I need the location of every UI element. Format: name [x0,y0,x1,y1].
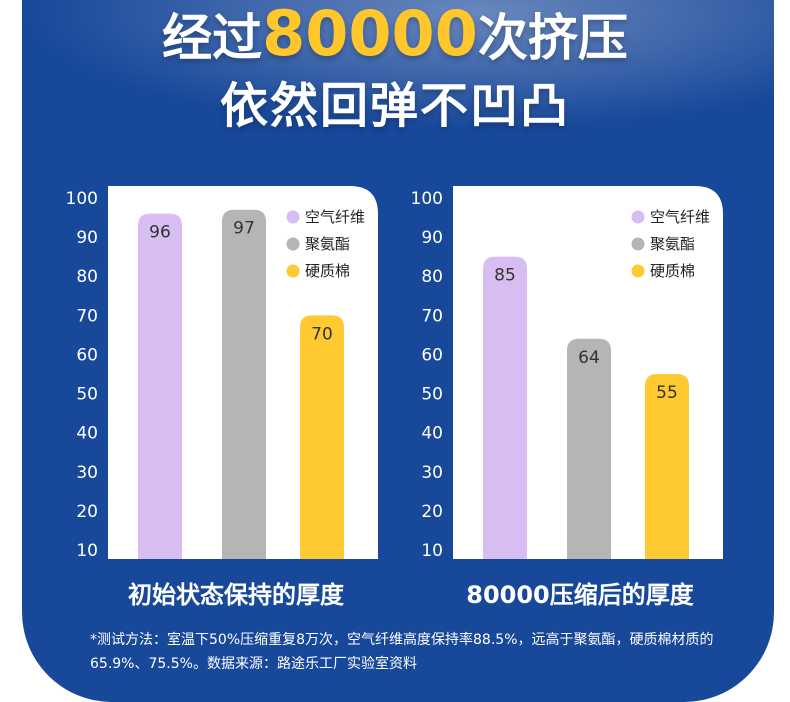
bar-2 [222,209,266,559]
y-tick-label: 80 [421,267,443,287]
bar-3 [645,374,689,559]
y-tick-label: 30 [421,463,443,483]
legend-swatch [631,210,645,224]
y-tick-label: 20 [421,502,443,522]
y-tick-label: 80 [76,267,98,287]
legend-swatch [286,237,300,251]
legend-label: 硬质棉 [650,262,695,280]
y-tick-label: 90 [76,228,98,248]
chart-right-caption: 80000压缩后的厚度 [466,581,694,609]
y-tick-label: 20 [76,502,98,522]
legend-label: 聚氨酯 [305,235,350,253]
legend-swatch [286,264,300,278]
legend-label: 空气纤维 [650,208,710,226]
y-tick-label: 30 [76,463,98,483]
header-glow [22,0,774,130]
chart-left-caption: 初始状态保持的厚度 [128,581,344,609]
y-tick-label: 60 [421,345,443,365]
data-label: 55 [656,383,678,403]
bar-1 [483,256,527,559]
y-tick-label: 40 [76,424,98,444]
headline-line-2: 依然回弹不凹凸 [219,78,570,134]
legend-swatch [631,264,645,278]
y-tick-label: 70 [76,306,98,326]
bar-2 [567,338,611,559]
y-tick-label: 10 [421,541,443,561]
y-tick-label: 90 [421,228,443,248]
legend-label: 空气纤维 [305,208,365,226]
y-tick-label: 50 [421,385,443,405]
footnote: *测试方法：室温下50%压缩重复8万次，空气纤维高度保持率88.5%，远高于聚氨… [90,632,714,672]
bar-3 [300,315,344,559]
y-tick-label: 50 [76,385,98,405]
data-label: 70 [311,324,333,344]
data-label: 97 [233,219,255,239]
headline-line-1: 经过80000次挤压 [0,3,790,68]
legend-swatch [286,210,300,224]
data-label: 64 [578,348,600,368]
legend-label: 聚氨酯 [650,235,695,253]
y-tick-label: 40 [421,424,443,444]
y-tick-label: 100 [66,189,98,209]
y-tick-label: 10 [76,541,98,561]
headline-prefix: 经过 [162,9,263,67]
data-label: 96 [149,223,171,243]
headline-number: 80000 [262,0,478,70]
y-tick-label: 70 [421,306,443,326]
legend-swatch [631,237,645,251]
headline-suffix: 次挤压 [477,9,628,67]
y-tick-label: 100 [411,189,443,209]
data-label: 85 [494,266,516,286]
bar-1 [138,213,182,559]
y-tick-label: 60 [76,345,98,365]
legend-label: 硬质棉 [305,262,350,280]
